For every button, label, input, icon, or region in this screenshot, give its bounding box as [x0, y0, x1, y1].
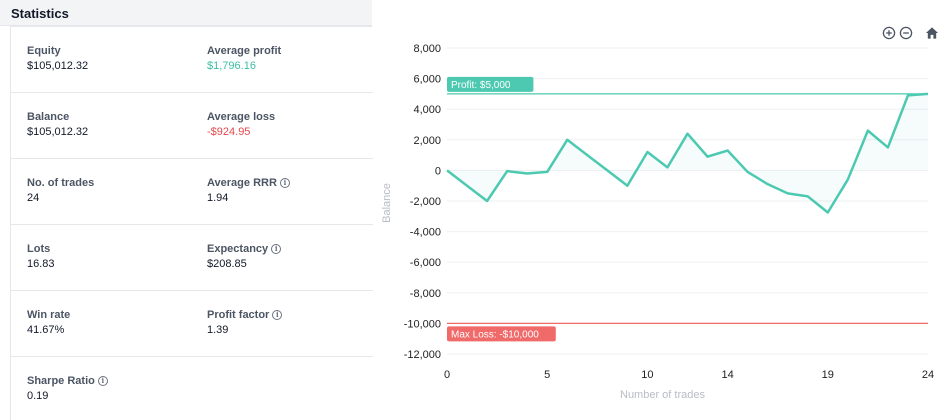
stat-label-text: No. of trades — [27, 176, 95, 189]
stat-item: Average RRR i 1.94 — [207, 176, 290, 205]
stat-value: 16.83 — [27, 258, 55, 270]
stat-value: $208.85 — [207, 258, 247, 270]
x-tick-label: 0 — [444, 369, 450, 381]
x-tick-label: 5 — [544, 369, 550, 381]
stat-value: 0.19 — [27, 390, 49, 402]
series-area — [447, 93, 928, 213]
stat-value: 24 — [27, 192, 40, 204]
stat-value: 1.39 — [207, 324, 229, 336]
y-tick-label: 2,000 — [413, 135, 441, 147]
stat-label-text: Average profit — [207, 44, 282, 57]
info-icon[interactable]: i — [272, 309, 283, 320]
balance-chart: 8,000 6,000 4,000 2,000 0 -2,000 -4,000 -6,000 -… — [372, 0, 943, 420]
stat-label: No. of trades — [27, 176, 94, 189]
annotation-badge — [447, 76, 534, 92]
annotation-badge — [447, 326, 556, 342]
stat-item: Balance $105,012.32 — [27, 110, 88, 139]
statistics-row: Sharpe Ratio i 0.19 — [11, 357, 373, 420]
balance-chart-svg: 8,000 6,000 4,000 2,000 0 -2,000 -4,000 -6,000 -… — [381, 43, 934, 401]
y-tick-label: -10,000 — [404, 318, 441, 330]
y-tick-label: -6,000 — [410, 257, 441, 269]
stat-item: Sharpe Ratio i 0.19 — [27, 374, 108, 403]
stat-label: Balance — [27, 110, 88, 123]
stat-item: Win rate 41.67% — [27, 308, 70, 337]
stat-label-text: Sharpe Ratio — [27, 374, 95, 387]
stat-label-text: Average RRR — [207, 176, 277, 189]
info-icon[interactable]: i — [279, 177, 290, 188]
stat-item: Average loss -$924.95 — [207, 110, 275, 139]
stat-label-text: Profit factor — [207, 308, 270, 321]
statistics-row: Lots 16.83 Expectancy i $208.85 — [11, 225, 373, 291]
stat-label: Profit factor i — [207, 308, 283, 321]
stat-label: Win rate — [27, 308, 70, 321]
y-tick-label: 4,000 — [413, 104, 441, 116]
stat-label: Expectancy i — [207, 242, 282, 255]
statistics-row: Equity $105,012.32 Average profit $1,796.16 — [11, 27, 373, 93]
stat-item: Profit factor i 1.39 — [207, 308, 283, 337]
x-tick-label: 14 — [721, 369, 733, 381]
stat-label: Average RRR i — [207, 176, 290, 189]
stat-label: Sharpe Ratio i — [27, 374, 108, 387]
y-tick-label: 8,000 — [413, 43, 441, 55]
zoom-out-icon[interactable] — [899, 26, 913, 40]
zoom-in-icon[interactable] — [882, 26, 896, 40]
x-tick-label: 10 — [641, 369, 653, 381]
stat-value: $1,796.16 — [207, 60, 256, 72]
stat-value: $105,012.32 — [27, 126, 89, 138]
stat-label-text: Lots — [27, 242, 51, 255]
y-tick-label: -4,000 — [410, 227, 441, 239]
stat-label-text: Win rate — [27, 308, 71, 321]
y-tick-label: -8,000 — [410, 288, 441, 300]
info-icon[interactable]: i — [97, 375, 108, 386]
statistics-panel: Statistics Equity $105,012.32 Average prof… — [0, 0, 373, 420]
stat-label: Average profit — [207, 44, 281, 57]
stat-item: Lots 16.83 — [27, 242, 55, 271]
statistics-row: Balance $105,012.32 Average loss -$924.95 — [11, 93, 373, 159]
statistics-title: Statistics — [0, 0, 372, 26]
stat-label-text: Expectancy — [207, 242, 269, 255]
stat-label-text: Average loss — [207, 110, 276, 123]
info-icon[interactable]: i — [271, 243, 282, 254]
stat-item: Equity $105,012.32 — [27, 44, 88, 73]
stat-value: 41.67% — [27, 324, 65, 336]
x-tick-label: 24 — [922, 369, 934, 381]
y-tick-label: -2,000 — [410, 196, 441, 208]
stat-item: Expectancy i $208.85 — [207, 242, 282, 271]
home-icon[interactable] — [925, 26, 939, 40]
statistics-card: Equity $105,012.32 Average profit $1,796.16… — [10, 26, 373, 420]
x-axis-title: Number of trades — [620, 389, 705, 401]
stat-value: -$924.95 — [207, 126, 251, 138]
stat-label: Equity — [27, 44, 88, 57]
stat-item: No. of trades 24 — [27, 176, 94, 205]
y-tick-label: -12,000 — [404, 349, 441, 361]
stat-value: $105,012.32 — [27, 60, 89, 72]
stat-value: 1.94 — [207, 192, 229, 204]
statistics-row: Win rate 41.67% Profit factor i 1.39 — [11, 291, 373, 357]
annotation-label: Profit: $5,000 — [451, 80, 511, 91]
stat-label: Lots — [27, 242, 55, 255]
chart-toolbar — [882, 26, 939, 40]
series-line — [446, 92, 929, 214]
stat-item: Average profit $1,796.16 — [207, 44, 281, 73]
y-tick-label: 0 — [435, 165, 441, 177]
y-axis-title: Balance — [381, 183, 393, 223]
annotation-label: Max Loss: -$10,000 — [451, 329, 539, 340]
stat-label-text: Balance — [27, 110, 70, 123]
x-tick-label: 19 — [822, 369, 834, 381]
stat-label-text: Equity — [27, 44, 61, 57]
statistics-row: No. of trades 24 Average RRR i 1.94 — [11, 159, 373, 225]
stat-label: Average loss — [207, 110, 275, 123]
y-tick-label: 6,000 — [413, 74, 441, 86]
